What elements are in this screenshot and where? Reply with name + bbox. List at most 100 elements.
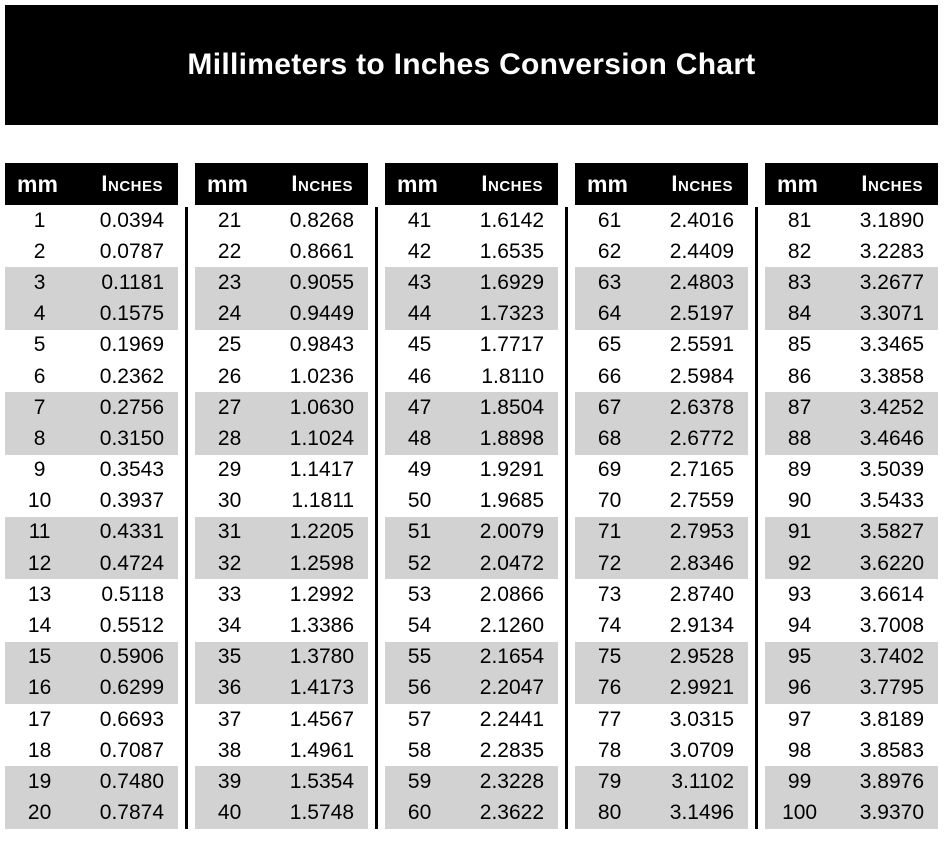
inches-value: 0.7087 xyxy=(99,738,164,762)
table-row: 17 0.6693 xyxy=(5,704,178,736)
mm-value: 92 xyxy=(787,551,812,575)
mm-value: 63 xyxy=(597,270,622,294)
column-header: mm Inches xyxy=(195,163,368,205)
mm-value: 23 xyxy=(217,270,242,294)
inches-value: 1.3386 xyxy=(289,614,354,638)
column-header: mm Inches xyxy=(575,163,748,205)
title-banner: Millimeters to Inches Conversion Chart xyxy=(5,5,938,125)
table-row: 41 1.6142 xyxy=(385,205,558,237)
mm-value: 15 xyxy=(27,645,52,669)
vertical-divider xyxy=(185,207,188,829)
table-row: 43 1.6929 xyxy=(385,267,558,299)
mm-value: 72 xyxy=(597,551,622,575)
table-row: 62 2.4409 xyxy=(575,236,748,268)
mm-value: 94 xyxy=(787,614,812,638)
column-gutter xyxy=(178,163,195,829)
mm-value: 12 xyxy=(27,551,52,575)
mm-value: 75 xyxy=(597,645,622,669)
inches-value: 0.4331 xyxy=(99,520,164,544)
inches-header-label: Inches xyxy=(291,171,353,196)
mm-value: 21 xyxy=(217,208,242,232)
mm-value: 14 xyxy=(27,614,52,638)
table-row: 57 2.2441 xyxy=(385,704,558,736)
inches-value: 3.6614 xyxy=(859,582,924,606)
column-group-2: mm Inches 21 0.8268 22 0.8661 23 0.9055 24 0.9449… xyxy=(195,163,368,829)
vertical-divider xyxy=(565,207,568,829)
inches-value: 0.3937 xyxy=(99,489,164,513)
table-row: 50 1.9685 xyxy=(385,485,558,517)
inches-header-label: Inches xyxy=(671,171,733,196)
inches-value: 3.5433 xyxy=(859,489,924,513)
column-group-5: mm Inches 81 3.1890 82 3.2283 83 3.2677 84 3.3071… xyxy=(765,163,938,829)
inches-value: 0.6693 xyxy=(99,707,164,731)
inches-value: 3.0315 xyxy=(669,707,734,731)
inches-value: 3.2283 xyxy=(859,239,924,263)
table-row: 60 2.3622 xyxy=(385,797,558,829)
table-row: 78 3.0709 xyxy=(575,735,748,767)
mm-value: 3 xyxy=(33,270,46,294)
inches-value: 0.8661 xyxy=(289,239,354,263)
table-row: 10 0.3937 xyxy=(5,485,178,517)
mm-value: 38 xyxy=(217,738,242,762)
table-row: 99 3.8976 xyxy=(765,766,938,798)
inches-value: 0.3543 xyxy=(99,458,164,482)
table-row: 54 2.1260 xyxy=(385,610,558,642)
table-row: 81 3.1890 xyxy=(765,205,938,237)
mm-value: 2 xyxy=(33,239,46,263)
table-row: 92 3.6220 xyxy=(765,548,938,580)
table-row: 30 1.1811 xyxy=(195,485,368,517)
mm-value: 10 xyxy=(27,489,52,513)
inches-value: 2.3622 xyxy=(479,801,544,825)
inches-value: 3.8189 xyxy=(859,707,924,731)
table-row: 91 3.5827 xyxy=(765,516,938,549)
inches-header-label: Inches xyxy=(861,171,923,196)
table-row: 65 2.5591 xyxy=(575,329,748,361)
inches-value: 2.6378 xyxy=(669,395,734,419)
inches-value: 2.0079 xyxy=(479,520,544,544)
table-row: 63 2.4803 xyxy=(575,267,748,299)
inches-value: 0.1181 xyxy=(101,270,164,294)
table-row: 22 0.8661 xyxy=(195,236,368,268)
mm-value: 83 xyxy=(787,270,812,294)
inches-value: 2.9134 xyxy=(669,614,734,638)
inches-value: 3.4252 xyxy=(859,395,924,419)
table-row: 5 0.1969 xyxy=(5,329,178,361)
inches-value: 2.6772 xyxy=(669,426,734,450)
inches-value: 0.2362 xyxy=(99,364,164,388)
table-row: 33 1.2992 xyxy=(195,579,368,611)
column-header: mm Inches xyxy=(765,163,938,205)
mm-value: 6 xyxy=(33,364,46,388)
table-row: 31 1.2205 xyxy=(195,516,368,549)
inches-value: 0.5906 xyxy=(99,645,164,669)
mm-header-label: mm xyxy=(777,170,818,197)
page-title: Millimeters to Inches Conversion Chart xyxy=(187,48,756,81)
mm-value: 28 xyxy=(217,426,242,450)
inches-value: 2.1260 xyxy=(479,614,544,638)
mm-value: 22 xyxy=(217,239,242,263)
table-row: 49 1.9291 xyxy=(385,454,558,486)
inches-value: 0.9055 xyxy=(289,270,354,294)
table-row: 98 3.8583 xyxy=(765,735,938,767)
mm-value: 35 xyxy=(217,645,242,669)
mm-value: 85 xyxy=(787,333,812,357)
table-row: 66 2.5984 xyxy=(575,360,748,393)
inches-value: 3.6220 xyxy=(859,551,924,575)
inches-header-label: Inches xyxy=(101,171,163,196)
mm-value: 69 xyxy=(597,458,622,482)
table-row: 64 2.5197 xyxy=(575,298,748,330)
table-row: 21 0.8268 xyxy=(195,205,368,237)
inches-value: 1.5354 xyxy=(289,769,354,793)
mm-value: 59 xyxy=(407,769,432,793)
inches-value: 2.7559 xyxy=(669,489,734,513)
inches-value: 1.2205 xyxy=(289,520,354,544)
mm-value: 13 xyxy=(27,582,52,606)
mm-value: 43 xyxy=(407,270,432,294)
table-row: 39 1.5354 xyxy=(195,766,368,798)
mm-value: 80 xyxy=(597,801,622,825)
inches-value: 2.8740 xyxy=(669,582,734,606)
column-gutter xyxy=(748,163,765,829)
column-gutter xyxy=(368,163,385,829)
inches-value: 3.0709 xyxy=(669,738,734,762)
inches-value: 2.7953 xyxy=(669,520,734,544)
